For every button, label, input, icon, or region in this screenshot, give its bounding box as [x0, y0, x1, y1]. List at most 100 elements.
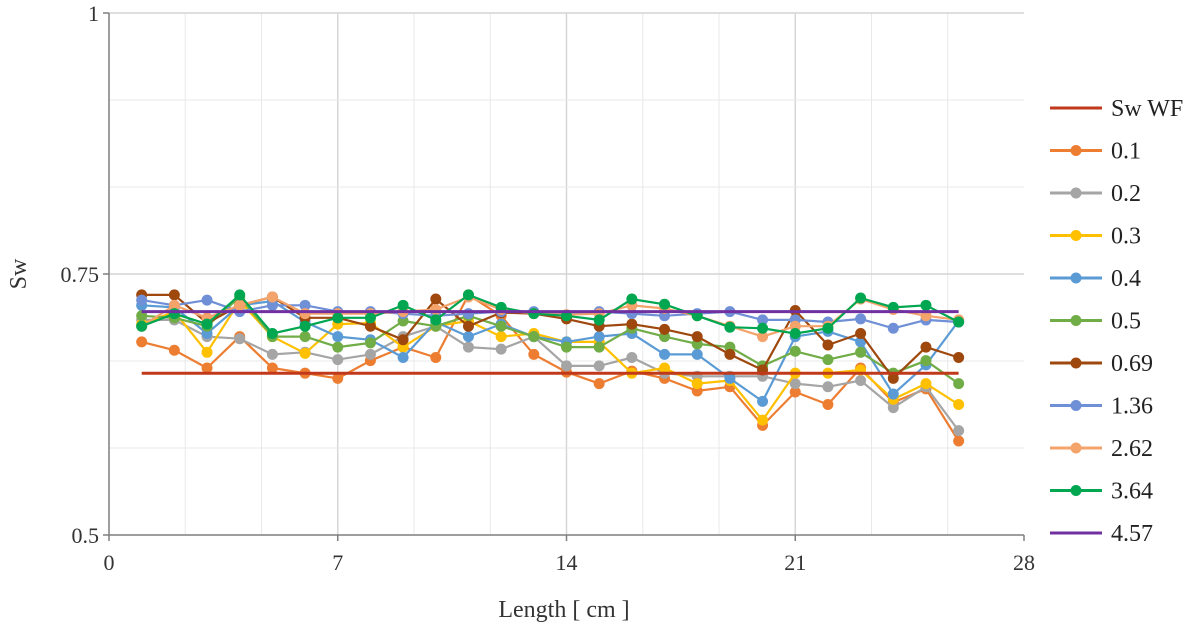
series-line — [141, 318, 960, 432]
y-axis-title: Sw — [6, 258, 32, 289]
data-point — [593, 331, 605, 343]
legend-marker — [1070, 145, 1082, 156]
data-point — [528, 331, 540, 343]
data-point — [659, 348, 671, 360]
legend-label: 0.3 — [1111, 224, 1141, 250]
data-point — [724, 348, 736, 360]
data-point — [397, 334, 409, 346]
data-point — [593, 341, 605, 353]
data-point — [495, 331, 507, 343]
legend-label: Sw WF — [1111, 96, 1183, 122]
legend-label: 3.64 — [1111, 479, 1153, 505]
data-point — [168, 289, 180, 301]
data-point — [168, 344, 180, 356]
data-point — [757, 414, 769, 426]
series-line — [141, 293, 960, 442]
data-point — [691, 331, 703, 343]
data-point — [822, 381, 834, 393]
data-point — [920, 378, 932, 390]
data-point — [887, 372, 899, 384]
x-axis-title: Length [ cm ] — [498, 597, 629, 623]
data-point — [691, 378, 703, 390]
data-point — [757, 314, 769, 326]
data-point — [299, 331, 311, 343]
legend-label: 2.62 — [1111, 436, 1153, 462]
legend: Sw WF 0.1 0.2 0.3 0.4 0.5 0.69 1.36 2.62 3.64 4.57 — [1050, 96, 1183, 547]
data-point — [528, 348, 540, 360]
legend-item-3-64: 3.64 — [1050, 479, 1153, 505]
legend-label: 0.5 — [1111, 309, 1141, 335]
data-point — [234, 289, 246, 301]
data-point — [822, 339, 834, 351]
axes — [103, 12, 1025, 541]
data-point — [495, 343, 507, 355]
data-point — [659, 298, 671, 310]
data-point — [364, 337, 376, 349]
legend-marker — [1070, 272, 1082, 284]
data-point — [136, 336, 148, 348]
data-point — [953, 378, 965, 390]
legend-item-0-4: 0.4 — [1050, 266, 1141, 292]
data-point — [266, 328, 278, 340]
data-point — [789, 386, 801, 398]
x-tick-label: 7 — [332, 550, 343, 575]
y-tick-labels: 0.5 0.75 1 — [61, 1, 100, 548]
data-point — [659, 323, 671, 335]
x-tick-label: 28 — [1013, 550, 1035, 575]
data-point — [953, 316, 965, 328]
legend-item-2-62: 2.62 — [1050, 436, 1153, 462]
data-point — [430, 293, 442, 305]
data-point — [201, 362, 213, 374]
legend-marker — [1070, 230, 1082, 241]
data-point — [364, 348, 376, 360]
data-point — [364, 320, 376, 332]
data-point — [724, 372, 736, 384]
data-point — [266, 348, 278, 360]
data-point — [561, 341, 572, 353]
data-point — [201, 346, 213, 358]
legend-item-0-5: 0.5 — [1050, 309, 1141, 335]
legend-marker — [1070, 485, 1082, 496]
data-point — [789, 345, 801, 357]
x-tick-label: 14 — [556, 550, 578, 575]
data-point — [495, 320, 507, 332]
data-point — [953, 435, 965, 447]
data-point — [659, 362, 671, 374]
data-point — [691, 348, 703, 360]
data-point — [136, 320, 148, 332]
legend-item-0-3: 0.3 — [1050, 224, 1141, 250]
data-point — [462, 331, 474, 343]
data-point — [462, 308, 474, 320]
data-point — [789, 378, 801, 390]
legend-item-sw-wf: Sw WF — [1050, 96, 1183, 122]
data-point — [397, 352, 409, 364]
legend-label: 1.36 — [1111, 394, 1153, 420]
legend-item-1-36: 1.36 — [1050, 394, 1153, 420]
data-point — [953, 399, 965, 410]
data-point — [332, 312, 344, 324]
data-point — [724, 321, 736, 333]
data-point — [593, 378, 605, 390]
data-point — [757, 331, 769, 343]
data-point — [593, 360, 605, 372]
series-0-2 — [136, 314, 965, 437]
legend-item-4-57: 4.57 — [1050, 521, 1153, 547]
data-point — [953, 425, 965, 437]
data-point — [332, 372, 344, 384]
x-tick-label: 21 — [784, 550, 806, 575]
data-point — [855, 328, 867, 340]
data-point — [462, 320, 474, 332]
data-point — [920, 355, 932, 367]
data-point — [822, 354, 834, 366]
data-point — [462, 289, 474, 301]
legend-label: 0.1 — [1111, 139, 1141, 165]
data-point — [266, 291, 278, 303]
legend-marker — [1070, 357, 1082, 369]
data-point — [822, 322, 834, 334]
data-point — [299, 308, 311, 320]
data-point — [234, 299, 246, 311]
data-point — [299, 347, 311, 359]
y-tick-label: 0.75 — [61, 262, 100, 287]
gridlines — [109, 12, 1024, 535]
data-point — [299, 320, 311, 332]
